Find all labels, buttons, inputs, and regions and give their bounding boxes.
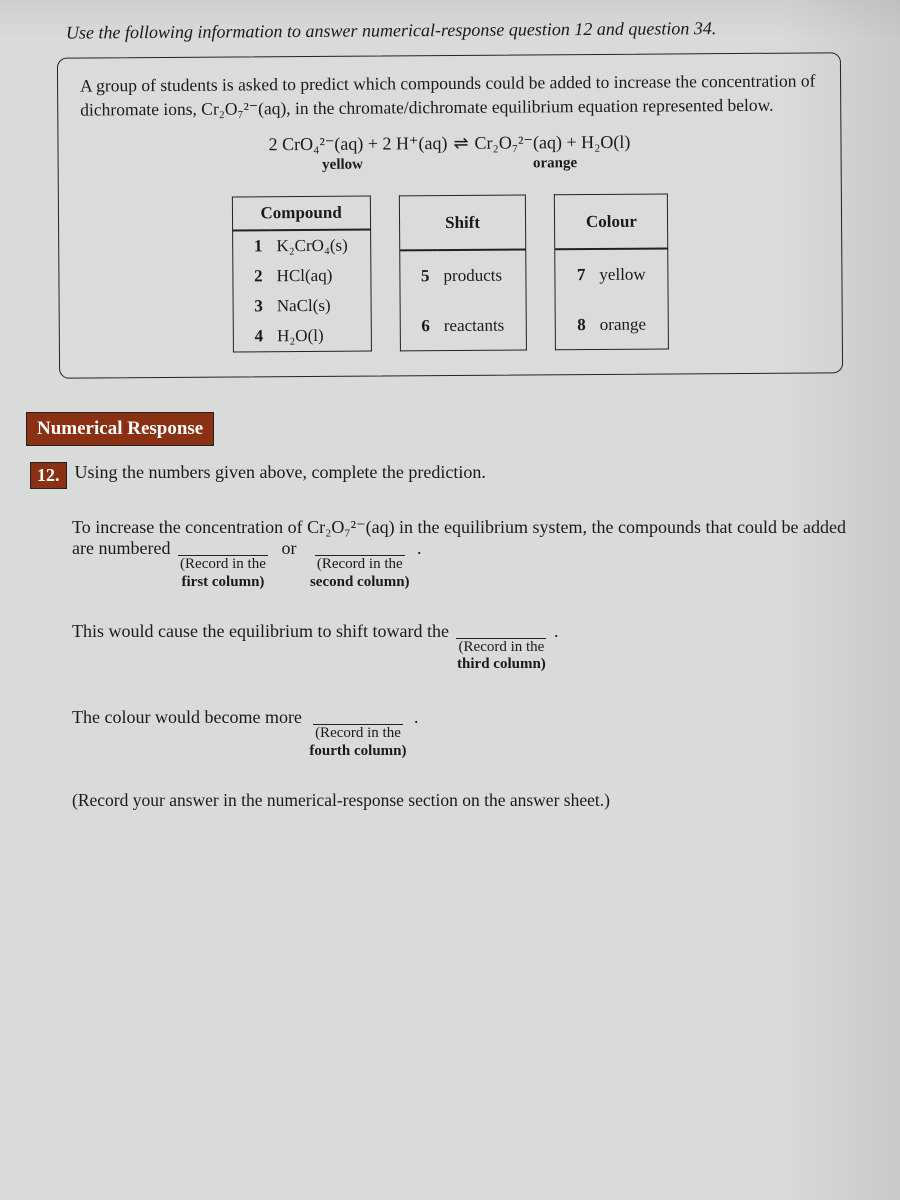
blank-first [178, 538, 268, 556]
record-hint-2a: (Record in the [317, 556, 403, 573]
q12-final-note: (Record your answer in the numerical-res… [72, 790, 852, 811]
table-row: 6reactants [400, 300, 527, 351]
equation: 2 CrO₄²⁻(aq) + 2 H⁺(aq) ⇌ Cr₂O₇²⁻(aq) + … [80, 131, 818, 176]
record-hint-3a: (Record in the [459, 639, 545, 656]
q12-lead: Using the numbers given above, complete … [75, 462, 853, 483]
period: . [414, 707, 419, 727]
table-row: 3NaCl(s) [233, 291, 371, 322]
colour-header: Colour [555, 194, 668, 249]
table-row: 8orange [556, 299, 669, 350]
table-row: 1K₂CrO₄(s) [232, 230, 370, 262]
tables-row: Compound 1K₂CrO₄(s) 2HCl(aq) 3NaCl(s) 4H… [81, 193, 820, 354]
table-row: 5products [399, 250, 526, 301]
eq-left: 2 CrO₄²⁻(aq) + 2 H⁺(aq) [269, 133, 448, 155]
record-hint-1b: first column) [182, 574, 265, 591]
info-paragraph: A group of students is asked to predict … [80, 69, 818, 121]
context-instruction: Use the following information to answer … [30, 17, 852, 44]
table-row: 7yellow [555, 249, 668, 300]
q12-increase-block: To increase the concentration of Cr₂O₇²⁻… [72, 517, 852, 591]
period: . [554, 621, 559, 641]
question-number-12: 12. [30, 462, 67, 489]
record-hint-4a: (Record in the [315, 725, 401, 742]
q12-colour-text: The colour would become more [72, 707, 302, 727]
table-row: 2HCl(aq) [233, 261, 371, 292]
blank-fourth [313, 707, 403, 725]
record-hint-1a: (Record in the [180, 556, 266, 573]
record-hint-3b: third column) [457, 656, 546, 673]
blank-third [456, 621, 546, 639]
shift-header: Shift [399, 195, 526, 251]
info-box: A group of students is asked to predict … [57, 52, 843, 379]
q12-colour-block: The colour would become more (Record in … [72, 707, 852, 760]
numerical-response-header: Numerical Response [26, 412, 214, 446]
compound-header: Compound [232, 196, 370, 230]
record-hint-4b: fourth column) [309, 743, 406, 760]
eq-right: Cr₂O₇²⁻(aq) + H₂O(l) [474, 132, 630, 154]
or-text: or [281, 538, 296, 558]
eq-arrow: ⇌ [453, 133, 468, 154]
record-hint-2b: second column) [310, 574, 410, 591]
label-orange: orange [533, 155, 577, 172]
shift-table: Shift 5products 6reactants [398, 195, 527, 352]
compound-table: Compound 1K₂CrO₄(s) 2HCl(aq) 3NaCl(s) 4H… [232, 196, 372, 353]
blank-second [315, 538, 405, 556]
table-row: 4H₂O(l) [233, 321, 371, 352]
q12-shift-block: This would cause the equilibrium to shif… [72, 621, 852, 674]
label-yellow: yellow [322, 157, 363, 174]
q12-shift-text: This would cause the equilibrium to shif… [72, 621, 449, 641]
colour-table: Colour 7yellow 8orange [554, 194, 669, 351]
period: . [417, 538, 422, 558]
